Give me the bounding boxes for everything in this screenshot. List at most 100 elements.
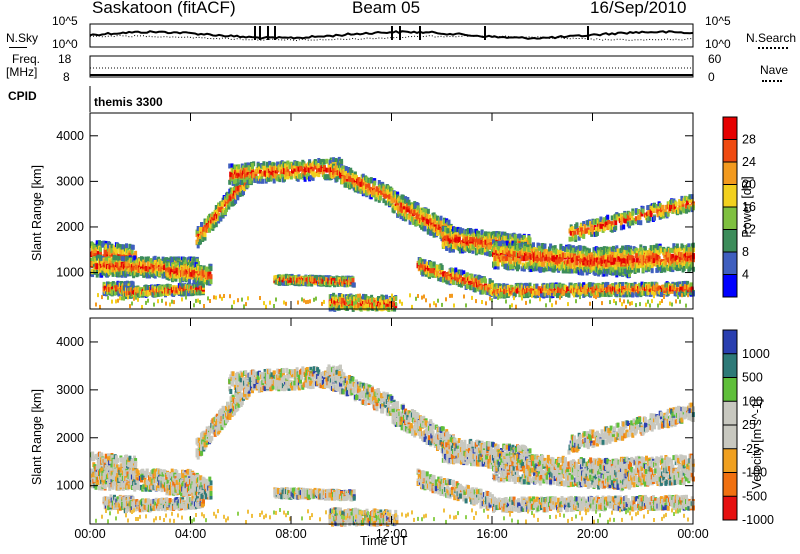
- power-echo-cell: [132, 262, 136, 268]
- power-echo-cell: [125, 261, 129, 267]
- power-echo-cell: [91, 272, 95, 278]
- power-echo-cell: [125, 280, 129, 286]
- power-echo-cell: [91, 268, 95, 274]
- power-echo-cell: [146, 261, 150, 267]
- power-echo-cell: [140, 260, 143, 266]
- power-echo-cell: [110, 243, 114, 249]
- power-echo-cell: [144, 284, 148, 290]
- nsky-label: N.Sky: [6, 31, 39, 45]
- power-echo-cell: [423, 225, 427, 231]
- power-echo-cell: [543, 243, 547, 249]
- power-echo-cell: [153, 255, 157, 261]
- x-axis-label: Time UT: [360, 534, 408, 548]
- freq-unit: [MHz]: [6, 65, 38, 79]
- power-echo-cell: [188, 284, 192, 290]
- power-echo-cell: [607, 262, 611, 268]
- power-echo-cell: [153, 286, 157, 292]
- power-echo-cell: [112, 255, 116, 261]
- power-echo-cell: [153, 273, 157, 279]
- power-echo-cell: [153, 260, 157, 265]
- power-echo-cell: [140, 264, 143, 270]
- power-echo-cell: [251, 164, 254, 170]
- power-echo-cell: [94, 267, 98, 273]
- power-echo-cell: [90, 261, 93, 267]
- power-echo-cell: [165, 257, 169, 263]
- cpid-label: CPID: [8, 89, 37, 103]
- power-echo-cell: [94, 247, 98, 253]
- power-echo-cell: [110, 248, 114, 254]
- power-echo-cell: [90, 257, 93, 263]
- power-echo-cell: [133, 258, 137, 264]
- power-echo-cell: [95, 272, 99, 278]
- power-echo-cell: [203, 232, 207, 238]
- nsky-panel-frame: [89, 23, 694, 48]
- power-echo-cell: [195, 282, 198, 288]
- power-echo-cell: [173, 256, 176, 262]
- power-echo-cell: [172, 276, 176, 282]
- power-echo-cell: [123, 264, 126, 270]
- power-echo-cell: [129, 270, 133, 276]
- power-echo-cell: [209, 266, 213, 271]
- power-echo-cell: [637, 267, 640, 273]
- power-echo-cell: [136, 271, 140, 277]
- power-echo-cell: [148, 273, 151, 279]
- power-echo-cell: [152, 267, 156, 273]
- power-echo-cell: [99, 250, 102, 256]
- power-echo-cell: [183, 257, 187, 263]
- power-echo-cell: [378, 195, 382, 201]
- power-echo-cell: [105, 249, 109, 255]
- power-echo-cell: [532, 242, 535, 248]
- power-echo-cell: [128, 290, 132, 295]
- power-echo-cell: [107, 281, 111, 287]
- power-echo-cell: [439, 215, 443, 221]
- power-echo-cell: [192, 256, 196, 262]
- power-echo-cell: [150, 263, 154, 269]
- power-echo-cell: [98, 269, 101, 275]
- nave-tick-bottom: 0: [708, 70, 715, 84]
- power-echo-cell: [130, 249, 134, 255]
- power-echo-cell: [142, 291, 146, 297]
- power-echo-cell: [262, 161, 266, 167]
- power-echo-cell: [144, 256, 148, 262]
- nave-tick-top: 60: [708, 52, 722, 66]
- power-echo-cell: [111, 267, 115, 273]
- power-echo-cell: [104, 244, 108, 250]
- power-echo-cell: [95, 263, 99, 269]
- power-echo-cell: [173, 269, 177, 275]
- power-echo-cell: [517, 264, 521, 270]
- power-echo-cell: [197, 282, 201, 288]
- power-echo-cell: [209, 274, 213, 280]
- power-echo-cell: [117, 255, 121, 261]
- power-echo-cell: [103, 254, 107, 260]
- power-echo-cell: [128, 243, 132, 249]
- nsky-tick-bottom: 10^0: [52, 37, 78, 51]
- station-title: Saskatoon (fitACF): [92, 0, 236, 17]
- power-echo-cell: [454, 267, 458, 273]
- power-echo-cell: [675, 243, 679, 249]
- power-echo-cell: [159, 284, 163, 290]
- power-echo-cell: [121, 249, 125, 255]
- power-echo-cell: [121, 244, 125, 250]
- power-echo-cell: [103, 249, 107, 255]
- power-echo-cell: [93, 244, 97, 250]
- power-echo-cell: [114, 248, 118, 254]
- nsearch-tick-top: 10^5: [705, 14, 731, 28]
- power-echo-cell: [121, 256, 125, 262]
- power-echo-cell: [134, 250, 138, 256]
- power-echo-cell: [528, 238, 532, 244]
- freq-panel-frame: [89, 55, 694, 78]
- power-echo-cell: [102, 240, 106, 246]
- power-echo-cell: [157, 291, 161, 297]
- power-echo-cell: [115, 255, 118, 261]
- power-echo-cell: [150, 260, 154, 266]
- power-echo-cell: [112, 259, 116, 265]
- power-echo-cell: [101, 270, 105, 276]
- nave-label: Nave: [760, 63, 789, 77]
- power-echo-cell: [196, 286, 200, 292]
- power-echo-cell: [200, 222, 204, 227]
- power-echo-cell: [575, 260, 579, 266]
- power-echo-cell: [117, 291, 121, 297]
- nsearch-legend-line: [758, 47, 788, 49]
- power-echo-cell: [131, 281, 135, 287]
